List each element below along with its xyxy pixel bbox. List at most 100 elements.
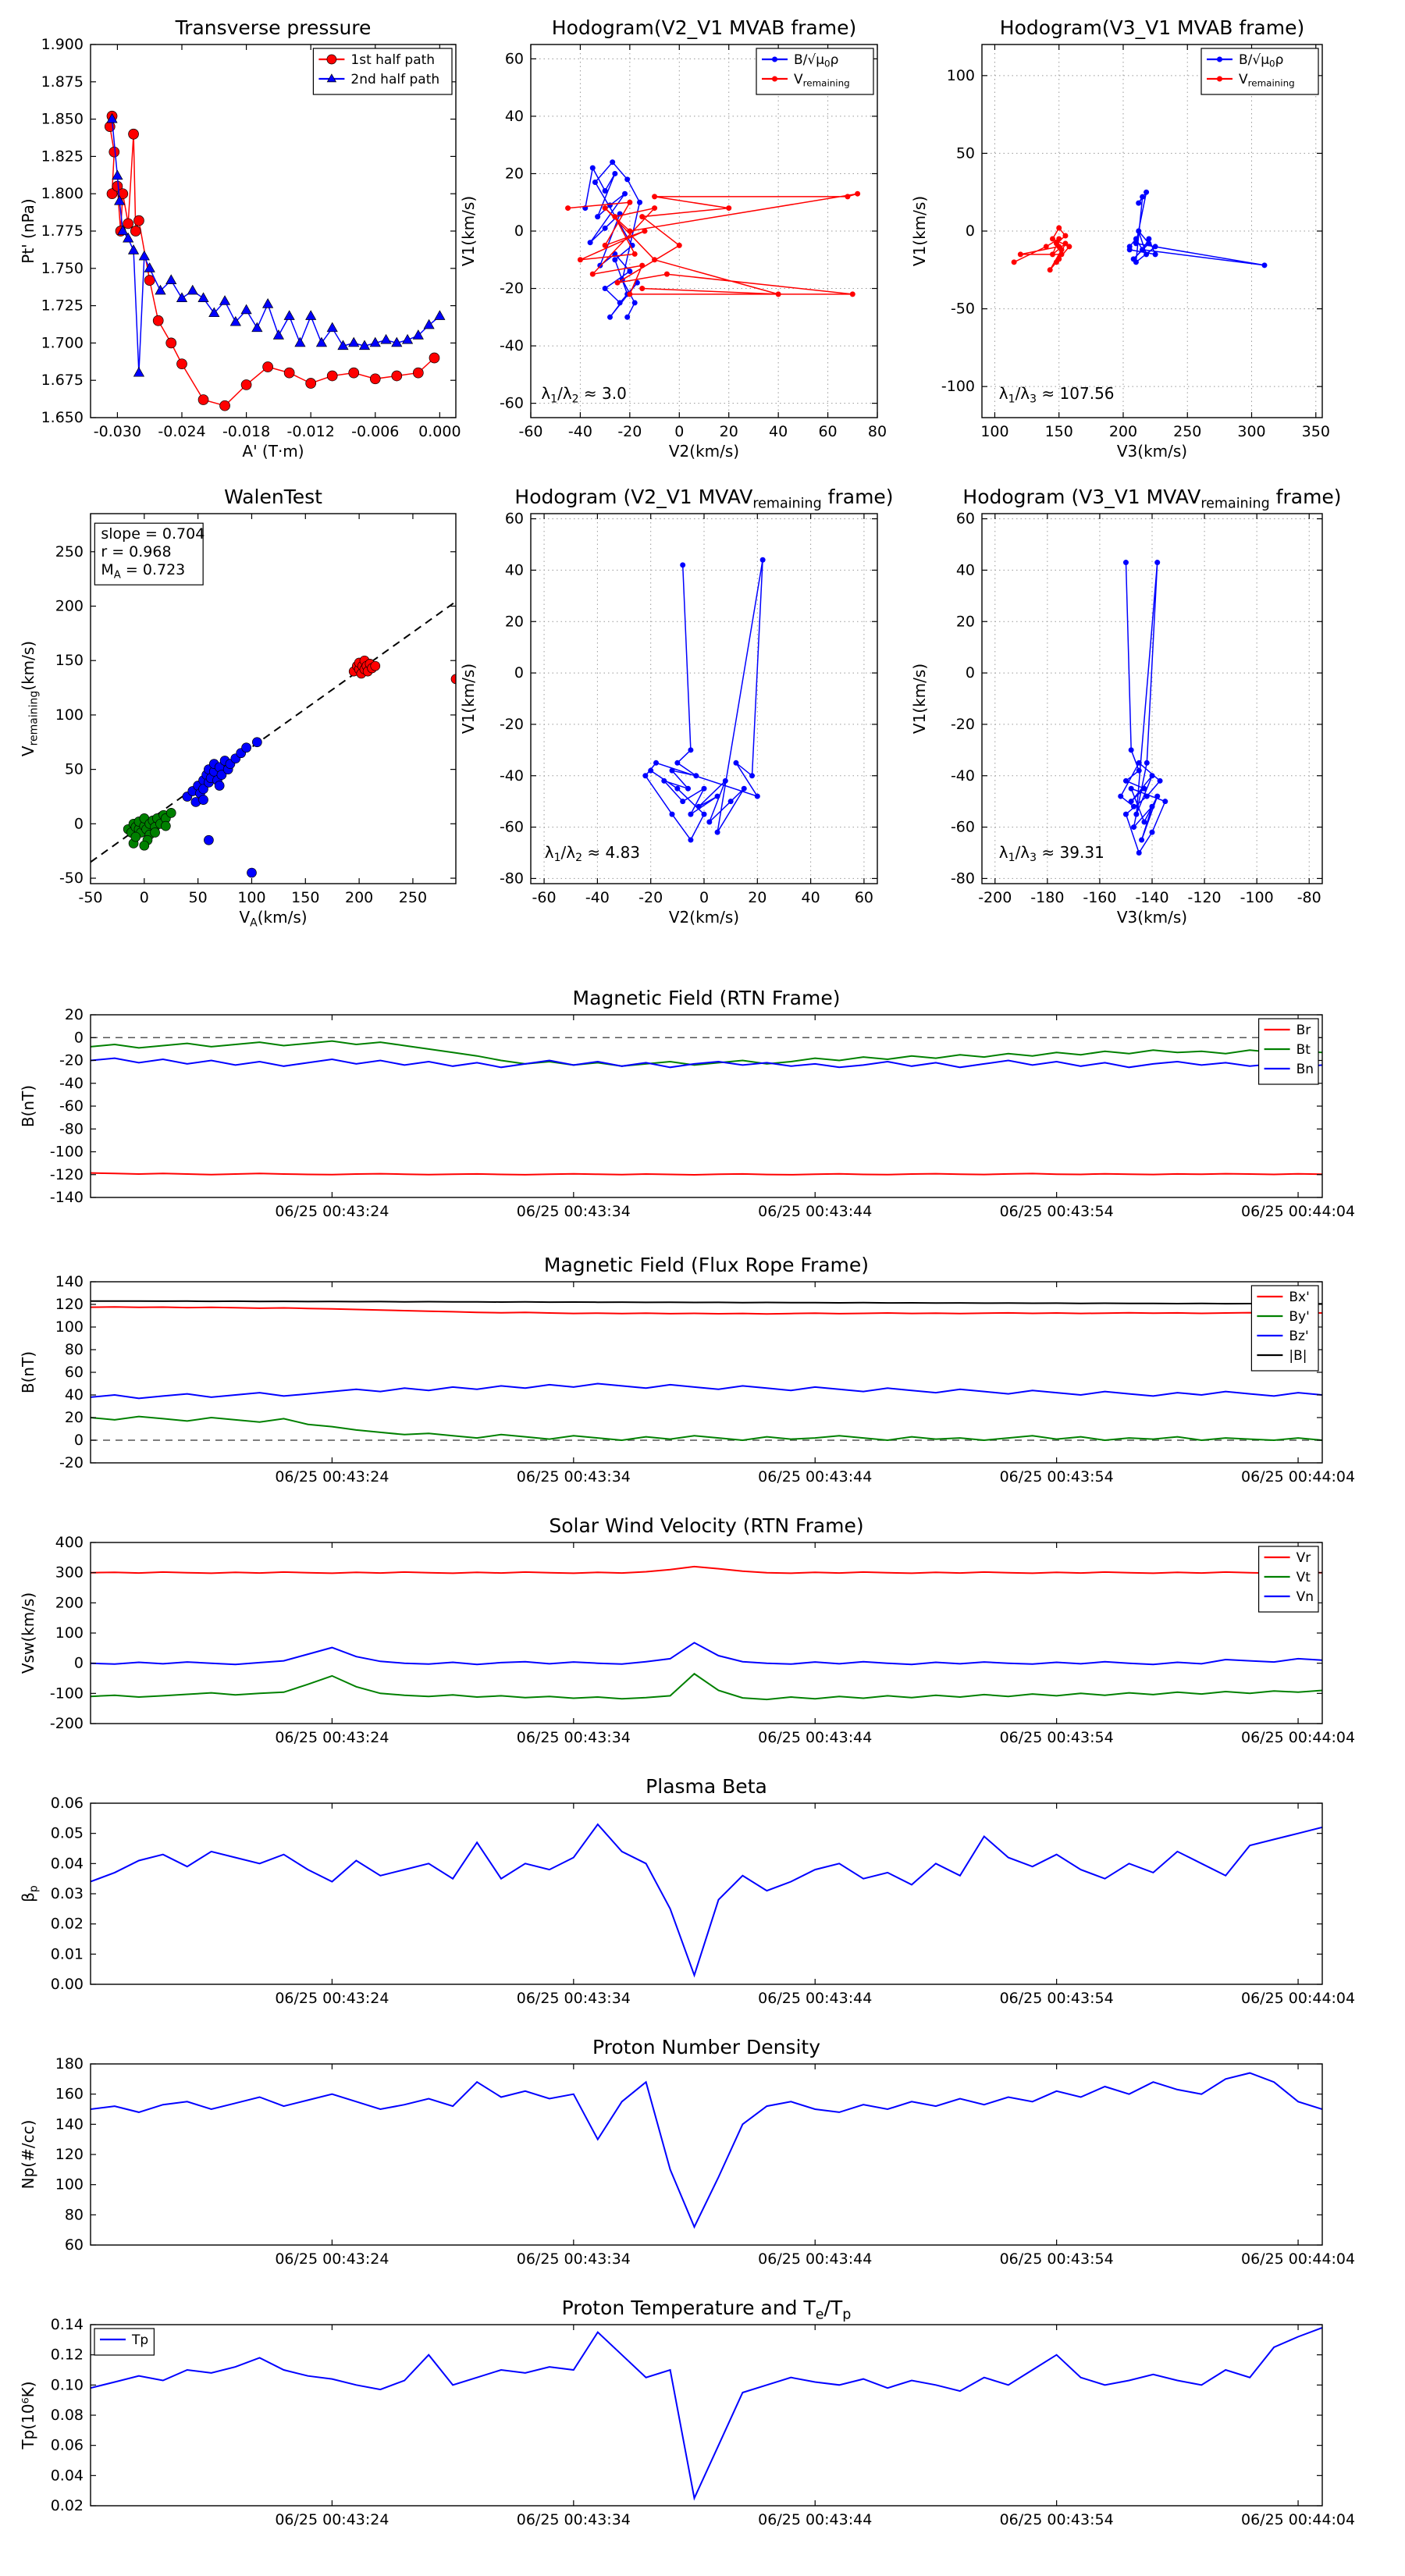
- x-tick-label: 06/25 00:44:04: [1241, 1203, 1355, 1220]
- marker-dot: [1122, 560, 1129, 566]
- y-axis-label: V1(km/s): [459, 196, 478, 266]
- x-tick-label: 06/25 00:43:44: [758, 2511, 872, 2528]
- marker-dot: [1154, 560, 1161, 566]
- marker-triangle: [144, 262, 155, 272]
- marker-triangle: [380, 333, 392, 344]
- y-tick-label: -40: [500, 337, 524, 354]
- marker-dot: [1139, 837, 1145, 843]
- marker-dot: [602, 286, 608, 292]
- marker-dot: [688, 811, 694, 817]
- y-tick-label: 0.04: [51, 1855, 84, 1872]
- marker-circle: [305, 378, 317, 389]
- x-tick-label: -0.024: [158, 423, 205, 440]
- x-tick-label: -140: [1135, 889, 1168, 906]
- marker-circle: [204, 834, 214, 845]
- y-tick-label: -80: [951, 870, 975, 887]
- marker-circle: [370, 660, 381, 671]
- marker-dot: [706, 819, 713, 825]
- y-tick-label: 200: [55, 1594, 84, 1611]
- y-tick-label: 1.825: [41, 148, 84, 165]
- chart-title: Transverse pressure: [175, 16, 372, 39]
- series-b: [1129, 191, 1265, 266]
- y-tick-label: 0.12: [51, 2347, 84, 2364]
- series-bn: [91, 1057, 1322, 1069]
- x-tick-label: 100: [237, 889, 265, 906]
- marker-circle: [326, 54, 337, 65]
- marker-dot: [1217, 76, 1222, 82]
- x-tick-label: -0.012: [287, 423, 335, 440]
- y-tick-label: 0.03: [51, 1885, 84, 1902]
- y-tick-label: 1.750: [41, 260, 84, 277]
- marker-triangle: [337, 340, 349, 350]
- x-tick-label: 06/25 00:43:44: [758, 1729, 872, 1746]
- marker-triangle: [369, 336, 381, 347]
- axes-frame: [90, 1281, 1323, 1464]
- panel-hodogram-v3v1-mvab: 100 150 200 250 300 350 -100 -50 0 50 100 Hodogram(…: [908, 12, 1336, 463]
- marker-dot: [772, 56, 777, 62]
- marker-triangle: [123, 232, 134, 243]
- y-tick-label: -60: [951, 819, 975, 836]
- series-bz-: [91, 1382, 1322, 1400]
- y-tick-label: 150: [55, 652, 84, 669]
- marker-dot: [1152, 251, 1158, 258]
- plot-area: [982, 514, 1322, 884]
- marker-circle: [219, 400, 230, 411]
- marker-dot: [676, 242, 682, 248]
- x-tick-label: 20: [720, 423, 738, 440]
- marker-circle: [123, 218, 134, 229]
- x-tick-label: 150: [291, 889, 319, 906]
- marker-dot: [674, 785, 681, 792]
- marker-dot: [631, 300, 638, 306]
- marker-triangle: [133, 366, 145, 377]
- y-tick-label: -80: [59, 1120, 84, 1137]
- series--b-: [91, 1300, 1322, 1305]
- marker-dot: [1133, 236, 1139, 242]
- marker-circle: [412, 367, 424, 379]
- y-tick-label: 80: [65, 1341, 84, 1358]
- marker-circle: [252, 737, 262, 748]
- marker-triangle: [127, 244, 140, 254]
- y-tick-label: -100: [50, 1685, 84, 1702]
- chart-title: Plasma Beta: [646, 1775, 767, 1798]
- y-axis-label: Pt' (nPa): [19, 198, 37, 263]
- x-tick-label: 06/25 00:43:34: [517, 2250, 631, 2268]
- y-tick-label: 60: [505, 50, 524, 67]
- marker-circle: [106, 188, 118, 200]
- x-tick-label: -180: [1030, 889, 1064, 906]
- legend-label: 2nd half path: [350, 72, 439, 87]
- marker-dot: [595, 214, 601, 220]
- x-tick-label: -80: [1297, 889, 1321, 906]
- marker-dot: [1062, 240, 1069, 247]
- marker-dot: [726, 205, 732, 212]
- series-1st-half-path: [109, 116, 436, 407]
- y-tick-label: 0.01: [51, 1945, 84, 1962]
- marker-dot: [652, 257, 658, 263]
- marker-circle: [369, 373, 381, 385]
- x-tick-label: 06/25 00:43:24: [275, 1468, 389, 1485]
- marker-dot: [624, 314, 631, 320]
- marker-dot: [661, 777, 667, 784]
- y-tick-label: -60: [59, 1098, 84, 1115]
- x-tick-label: 200: [345, 889, 373, 906]
- panel-walen-test: -50 0 50 100 150 200 250 -50 0 50 100 150 200 250 Wale…: [16, 481, 470, 929]
- y-tick-label: 50: [65, 761, 84, 778]
- panel-magnetic-field-fluxrope: 06/25 00:43:24 06/25 00:43:34 06/25 00:43:…: [16, 1249, 1355, 1508]
- plot-area: [91, 1300, 1322, 1442]
- y-tick-label: 40: [505, 561, 524, 578]
- x-tick-label: 06/25 00:44:04: [1241, 2250, 1355, 2268]
- marker-dot: [688, 837, 694, 843]
- y-tick-label: 0.14: [51, 2316, 84, 2333]
- marker-dot: [733, 760, 739, 766]
- y-tick-label: 1.900: [41, 36, 84, 53]
- marker-dot: [610, 159, 616, 165]
- annotation-box: [94, 522, 204, 585]
- vsw-rtn-chart: 06/25 00:43:24 06/25 00:43:34 06/25 00:43:…: [19, 1514, 1355, 1746]
- marker-circle: [247, 867, 257, 878]
- y-tick-label: 1.725: [41, 297, 84, 315]
- marker-dot: [1043, 244, 1049, 250]
- marker-dot: [612, 214, 618, 220]
- marker-dot: [1056, 236, 1062, 242]
- legend-label: Vremaining: [1239, 72, 1295, 89]
- x-tick-label: 20: [748, 889, 767, 906]
- y-tick-label: 120: [55, 1296, 84, 1313]
